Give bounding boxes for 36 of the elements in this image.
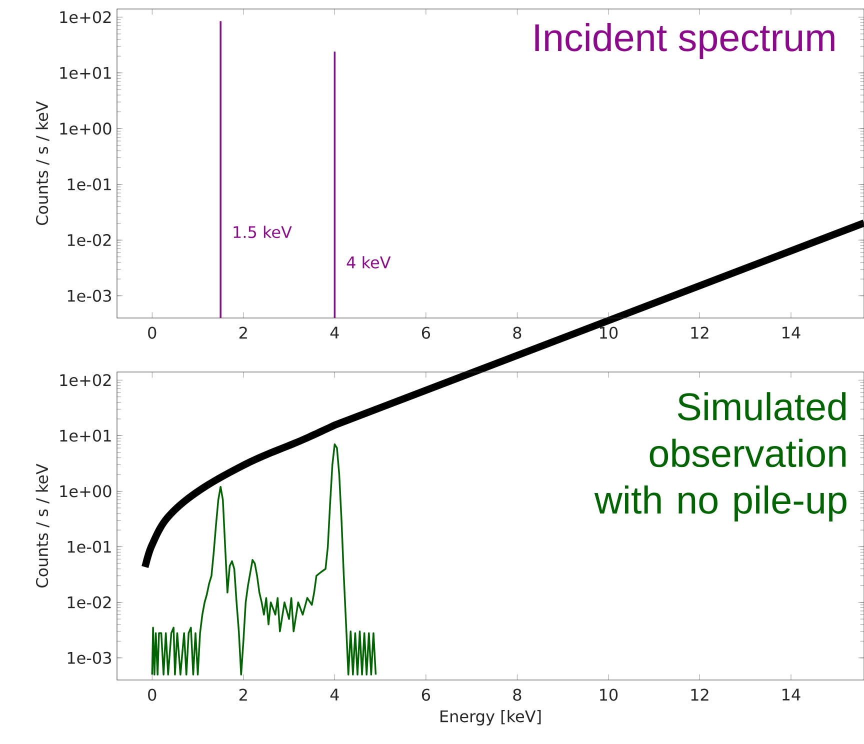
x-tick-label: 10 [600, 326, 618, 339]
x-tick-label: 2 [239, 688, 247, 701]
x-tick-label: 12 [691, 688, 708, 701]
x-tick-label: 4 [330, 688, 339, 700]
x-tick-label: 0 [148, 326, 156, 339]
y-tick-label: 1e-01 [68, 178, 111, 190]
x-tick-label: 14 [782, 326, 800, 338]
x-tick-label: 2 [239, 326, 247, 339]
y-tick-label: 1e-02 [68, 234, 111, 246]
y-tick-label: 1e+02 [60, 11, 111, 24]
y-tick-label: 1e+02 [60, 374, 111, 386]
y-tick-label: 1e-02 [68, 596, 111, 608]
y-axis-title: Counts / s / keV [36, 101, 50, 225]
x-tick-label: 8 [513, 326, 522, 339]
x-tick-label: 14 [782, 688, 800, 700]
y-tick-label: 1e-01 [68, 540, 111, 553]
x-tick-label: 6 [422, 688, 430, 701]
x-tick-label: 12 [691, 326, 708, 339]
annotation: 1.5 keV [234, 226, 292, 238]
y-axis-title: Counts / s / keV [36, 464, 50, 588]
x-tick-label: 10 [600, 688, 618, 701]
text: Simulated observation with no pile-up [594, 392, 846, 522]
y-tick-label: 1e+01 [60, 66, 111, 79]
y-tick-label: 1e+01 [60, 430, 111, 442]
x-tick-label: 4 [330, 326, 339, 338]
x-axis-title: Energy [keV] [440, 710, 541, 726]
y-tick-label: 1e-03 [68, 290, 111, 302]
x-tick-label: 8 [513, 688, 522, 701]
x-tick-label: 0 [148, 688, 156, 701]
chart-title: Incident spectrum [535, 22, 834, 60]
y-tick-label: 1e-03 [68, 652, 111, 664]
y-tick-label: 1e+00 [60, 485, 112, 498]
annotation: 4 keV [346, 256, 391, 268]
y-tick-label: 1e+00 [60, 122, 112, 135]
line-series [151, 443, 377, 676]
x-tick-label: 6 [422, 326, 430, 339]
